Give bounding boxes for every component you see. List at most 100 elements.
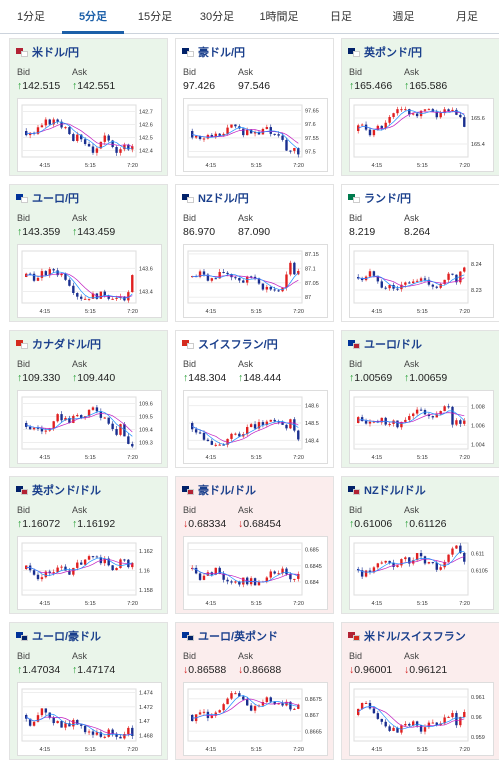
pair-link[interactable]: ランド/円 [348,191,495,205]
plot-frame [21,396,137,450]
candle [72,415,75,423]
pair-link[interactable]: 豪ドル/ドル [182,483,329,497]
candle [246,129,249,136]
mini-chart[interactable]: 97.65 97.6 97.55 97.5 4:15 5:15 7:20 [183,98,328,172]
mini-chart[interactable]: 148.6 148.5 148.4 4:15 5:15 7:20 [183,390,328,464]
mini-chart[interactable]: 87.15 87.1 87.05 87 4:15 5:15 7:20 [183,244,328,318]
candle [80,296,83,299]
eu-au-flag-icon [16,631,28,641]
y-tick-label: 0.8675 [305,697,322,703]
candle [297,573,300,579]
pair-link[interactable]: スイスフラン/円 [182,337,329,351]
candle [210,441,214,445]
candle [56,119,59,122]
candle [285,568,288,575]
pair-link[interactable]: カナダドル/円 [16,337,163,351]
x-tick-label: 7:20 [293,163,304,169]
pair-link[interactable]: ユーロ/円 [16,191,163,205]
pair-link[interactable]: ユーロ/英ポンド [182,629,329,643]
candle [261,283,265,290]
pair-link[interactable]: 英ポンド/円 [348,45,495,59]
candle [392,727,395,731]
tab-1hour[interactable]: 1時間足 [259,11,299,23]
mini-chart[interactable]: 8.24 8.23 4:15 5:15 7:20 [349,244,494,318]
pair-link[interactable]: 米ドル/スイスフラン [348,629,495,643]
ask-value: 97.546 [238,80,271,92]
candle [293,148,296,151]
candle [56,414,59,422]
ma-line-long [358,276,465,287]
candle [64,273,67,280]
tab-1min[interactable]: 1分足 [16,11,46,23]
candle [127,727,130,734]
mini-chart[interactable]: 0.8675 0.867 0.8665 4:15 5:15 7:20 [183,682,328,756]
candle [249,705,253,711]
y-tick-label: 165.4 [471,142,485,148]
candle [234,581,237,583]
candle [119,736,122,739]
mini-chart[interactable]: 0.961 0.96 0.959 4:15 5:15 7:20 [349,682,494,756]
candle [40,577,44,580]
tab-15min[interactable]: 15分足 [137,11,173,23]
candle [210,715,214,719]
y-tick-label: 0.685 [305,548,319,554]
currency-card: ユーロ/豪ドル Bid Ask ↑1.47034 ↑1.47174 1.474 1… [9,622,168,760]
candle [44,708,48,713]
candle [226,272,229,275]
x-tick-label: 5:15 [85,309,96,315]
candle [451,712,454,717]
x-tick-label: 5:15 [417,309,428,315]
candle [123,424,126,437]
tab-5min[interactable]: 5分足 [62,0,124,34]
pair-link[interactable]: ユーロ/豪ドル [16,629,163,643]
pair-link[interactable]: NZドル/円 [182,191,329,205]
mini-chart[interactable]: 0.685 0.6845 0.684 4:15 5:15 7:20 [183,536,328,610]
tab-30min[interactable]: 30分足 [199,11,235,23]
candle [131,146,134,150]
mini-chart[interactable]: 142.7 142.6 142.5 142.4 4:15 5:15 7:20 [17,98,162,172]
candle [68,723,71,727]
bid-label: Bid [183,67,197,77]
candle [56,721,59,724]
mini-chart[interactable]: 165.6 165.4 4:15 5:15 7:20 [349,98,494,172]
candle-chart: 0.685 0.6845 0.684 4:15 5:15 7:20 [187,542,322,607]
plot-frame [353,250,469,304]
bid-value: ↑165.466 [349,80,393,92]
candle [360,124,364,126]
candle [194,429,198,433]
pair-link[interactable]: 英ポンド/ドル [16,483,163,497]
ask-value: ↑1.16192 [72,518,116,530]
candle [123,559,126,561]
pair-link[interactable]: 米ドル/円 [16,45,163,59]
au-jp-flag-icon [182,47,194,57]
candle [40,125,44,128]
mini-chart[interactable]: 1.162 1.16 1.158 4:15 5:15 7:20 [17,536,162,610]
candle [83,139,87,145]
candle [198,712,202,715]
candle-chart: 143.6 143.4 4:15 5:15 7:20 [21,250,153,315]
candle [40,428,44,432]
bid-label: Bid [349,651,363,661]
tab-monthly[interactable]: 月足 [456,11,478,23]
candle [289,574,292,580]
candle [64,417,67,421]
tab-weekly[interactable]: 週足 [392,11,415,23]
mini-chart[interactable]: 1.008 1.006 1.004 4:15 5:15 7:20 [349,390,494,464]
candle [384,287,387,289]
mini-chart[interactable]: 1.474 1.472 1.47 1.468 4:15 5:15 7:20 [17,682,162,756]
pair-link[interactable]: ユーロ/ドル [348,337,495,351]
candle [368,129,372,136]
mini-chart[interactable]: 109.6 109.5 109.4 109.3 4:15 5:15 7:20 [17,390,162,464]
candle [265,286,269,290]
candle [99,291,103,299]
y-tick-label: 8.23 [471,288,482,294]
ask-label: Ask [72,67,88,77]
candle [107,135,110,141]
candle [253,706,257,711]
candle [40,708,44,716]
pair-link[interactable]: NZドル/ドル [348,483,495,497]
mini-chart[interactable]: 0.611 0.6105 4:15 5:15 7:20 [349,536,494,610]
pair-link[interactable]: 豪ドル/円 [182,45,329,59]
tab-daily[interactable]: 日足 [330,11,352,23]
mini-chart[interactable]: 143.6 143.4 4:15 5:15 7:20 [17,244,162,318]
